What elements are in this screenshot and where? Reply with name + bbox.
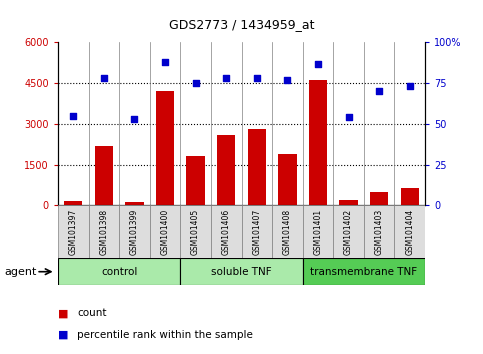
- Point: [130, 116, 138, 122]
- Bar: [95, 145, 113, 205]
- Bar: [156, 91, 174, 205]
- Bar: [58, 258, 180, 285]
- Bar: [119, 205, 150, 258]
- Bar: [64, 201, 83, 205]
- Text: GSM101403: GSM101403: [375, 209, 384, 255]
- Point: [222, 75, 230, 81]
- Point: [161, 59, 169, 65]
- Bar: [248, 129, 266, 205]
- Bar: [125, 202, 143, 205]
- Bar: [272, 205, 303, 258]
- Bar: [309, 80, 327, 205]
- Bar: [242, 205, 272, 258]
- Bar: [186, 156, 205, 205]
- Text: control: control: [101, 267, 137, 277]
- Bar: [303, 205, 333, 258]
- Bar: [58, 205, 88, 258]
- Bar: [180, 258, 303, 285]
- Bar: [364, 205, 395, 258]
- Bar: [340, 200, 358, 205]
- Point: [406, 84, 413, 89]
- Text: agent: agent: [5, 267, 37, 277]
- Text: GSM101397: GSM101397: [69, 209, 78, 255]
- Text: GDS2773 / 1434959_at: GDS2773 / 1434959_at: [169, 18, 314, 31]
- Point: [70, 113, 77, 119]
- Text: transmembrane TNF: transmembrane TNF: [310, 267, 417, 277]
- Point: [375, 88, 383, 94]
- Text: GSM101407: GSM101407: [252, 209, 261, 255]
- Point: [284, 77, 291, 83]
- Bar: [211, 205, 242, 258]
- Point: [100, 75, 108, 81]
- Bar: [217, 135, 235, 205]
- Bar: [370, 192, 388, 205]
- Point: [314, 61, 322, 67]
- Text: GSM101401: GSM101401: [313, 209, 323, 255]
- Text: count: count: [77, 308, 107, 318]
- Text: GSM101404: GSM101404: [405, 209, 414, 255]
- Bar: [395, 205, 425, 258]
- Bar: [303, 258, 425, 285]
- Bar: [278, 154, 297, 205]
- Text: GSM101398: GSM101398: [99, 209, 108, 255]
- Text: GSM101400: GSM101400: [160, 209, 170, 255]
- Point: [192, 80, 199, 86]
- Text: GSM101399: GSM101399: [130, 209, 139, 255]
- Bar: [88, 205, 119, 258]
- Bar: [333, 205, 364, 258]
- Bar: [150, 205, 180, 258]
- Text: GSM101408: GSM101408: [283, 209, 292, 255]
- Text: ■: ■: [58, 330, 69, 339]
- Text: GSM101405: GSM101405: [191, 209, 200, 255]
- Bar: [400, 188, 419, 205]
- Point: [253, 75, 261, 81]
- Bar: [180, 205, 211, 258]
- Text: GSM101406: GSM101406: [222, 209, 231, 255]
- Text: percentile rank within the sample: percentile rank within the sample: [77, 330, 253, 339]
- Text: soluble TNF: soluble TNF: [211, 267, 272, 277]
- Text: GSM101402: GSM101402: [344, 209, 353, 255]
- Point: [345, 115, 353, 120]
- Text: ■: ■: [58, 308, 69, 318]
